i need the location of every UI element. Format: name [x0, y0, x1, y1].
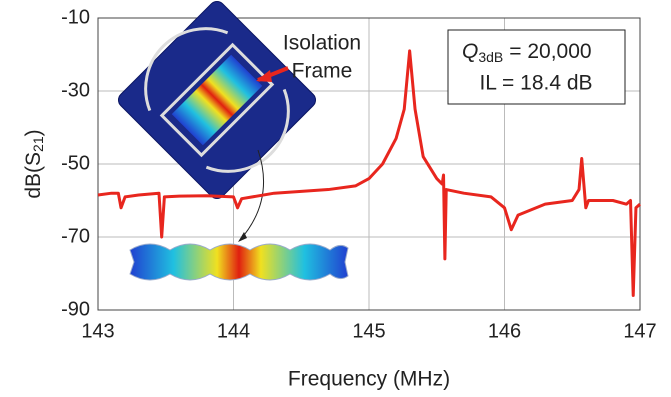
annotation: IL = 18.4 dB — [479, 72, 592, 95]
y-tick-label: -30 — [61, 79, 90, 101]
chart: Isolation Frame Q3dB = 20,000 IL = 18.4 d… — [0, 0, 671, 397]
y-label-text: dB(S — [22, 152, 45, 199]
annotation: Frame — [292, 60, 353, 83]
y-axis-label: dB(S21) — [22, 129, 46, 198]
q-text: = 20,000 — [509, 40, 591, 63]
q-symbol: Q — [462, 40, 478, 63]
x-tick-label: 147 — [623, 320, 656, 342]
page: {"chart_data": {"type": "line", "ylabel"… — [0, 0, 671, 397]
y-label-sub: 21 — [30, 136, 46, 152]
x-tick-label: 143 — [81, 320, 114, 342]
q-sub: 3dB — [478, 49, 503, 65]
x-tick-label: 146 — [488, 320, 521, 342]
x-tick-label: 144 — [217, 320, 250, 342]
y-label-end: ) — [22, 129, 45, 136]
y-tick-label: -10 — [61, 6, 90, 28]
y-tick-label: -90 — [61, 298, 90, 320]
annotation: Isolation — [283, 32, 361, 55]
x-tick-label: 145 — [352, 320, 385, 342]
x-axis-label: Frequency (MHz) — [288, 368, 450, 391]
y-tick-label: -70 — [61, 225, 90, 247]
y-tick-label: -50 — [61, 152, 90, 174]
